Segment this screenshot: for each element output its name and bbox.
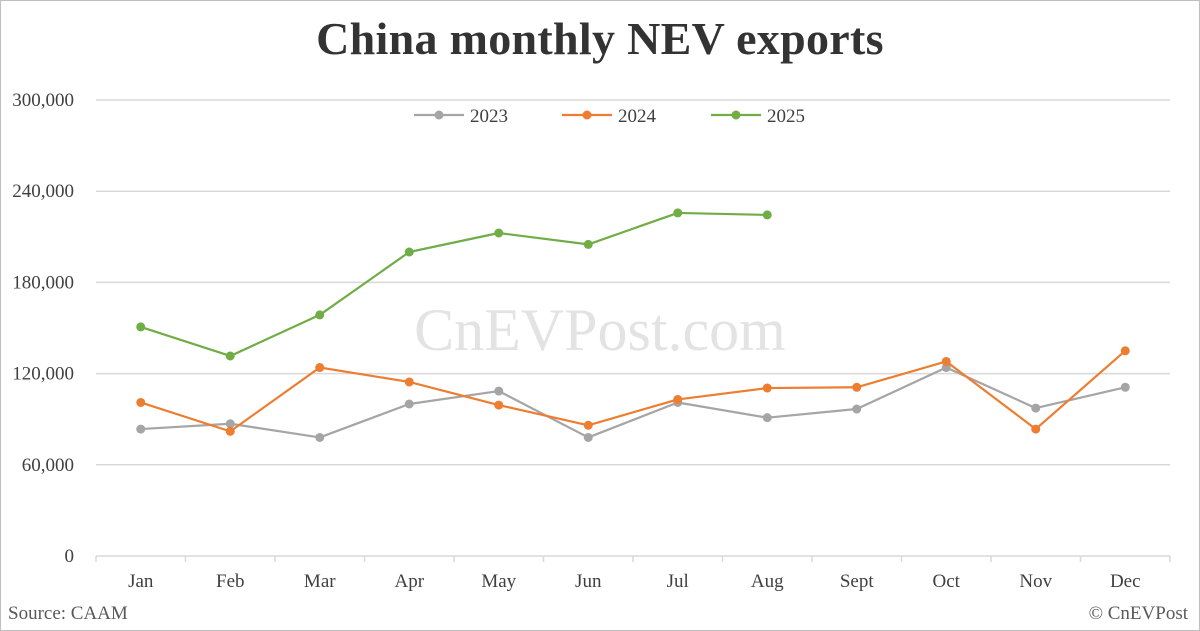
data-point — [1031, 424, 1041, 434]
series-2024 — [136, 346, 1130, 436]
legend-item-2025: 2025 — [711, 106, 805, 127]
data-point — [1120, 346, 1130, 356]
source-label: Source: CAAM — [8, 603, 128, 624]
legend-item-2023: 2023 — [414, 106, 508, 127]
legend-marker-icon — [434, 110, 444, 120]
data-point — [225, 419, 235, 429]
x-tick-label: Feb — [216, 571, 245, 592]
data-series — [136, 208, 1130, 442]
legend-item-2024: 2024 — [562, 106, 657, 127]
y-tick-label: 300,000 — [12, 90, 74, 111]
x-tick-label: Aug — [751, 571, 784, 592]
legend-marker-icon — [582, 110, 592, 120]
x-tick-label: Nov — [1019, 571, 1052, 592]
data-point — [583, 432, 593, 442]
watermark: CnEVPost.com — [414, 297, 786, 363]
data-point — [583, 420, 593, 430]
x-tick-label: Mar — [304, 571, 336, 592]
data-point — [315, 310, 325, 320]
x-tick-label: Dec — [1110, 571, 1141, 592]
x-tick-label: Jan — [128, 571, 154, 592]
x-tick-label: Oct — [933, 571, 961, 592]
data-point — [1031, 403, 1041, 413]
data-point — [315, 363, 325, 373]
data-point — [404, 247, 414, 257]
legend-marker-icon — [731, 110, 741, 120]
series-line — [140, 366, 1126, 439]
y-tick-label: 120,000 — [12, 364, 74, 385]
series-2023 — [136, 363, 1130, 442]
chart-title: China monthly NEV exports — [316, 13, 884, 64]
y-axis: 0 60,000 120,000 180,000 240,000 300,000 — [12, 90, 74, 567]
x-tick-label: Jul — [667, 571, 689, 592]
x-tick-label: Sept — [840, 571, 875, 592]
legend: 2023 2024 2025 — [414, 106, 805, 127]
legend-label: 2025 — [767, 106, 805, 127]
data-point — [762, 210, 772, 220]
y-tick-label: 60,000 — [22, 455, 74, 476]
y-tick-label: 0 — [65, 546, 75, 567]
y-tick-label: 180,000 — [12, 272, 74, 293]
data-point — [136, 322, 146, 332]
data-point — [225, 351, 235, 361]
data-point — [404, 377, 414, 387]
series-2025 — [136, 208, 772, 361]
data-point — [673, 394, 683, 404]
legend-label: 2023 — [470, 106, 508, 127]
x-tick-label: May — [481, 571, 516, 592]
data-point — [494, 228, 504, 238]
data-point — [494, 386, 504, 396]
legend-label: 2024 — [618, 106, 657, 127]
series-line — [140, 349, 1126, 433]
data-point — [225, 426, 235, 436]
x-tick-label: Jun — [575, 571, 602, 592]
x-axis: Jan Feb Mar Apr May Jun Jul Aug Sept Oct Nov Dec — [95, 556, 1171, 592]
credit-label: © CnEVPost — [1088, 603, 1188, 624]
data-point — [1120, 382, 1130, 392]
data-point — [762, 383, 772, 393]
data-point — [315, 432, 325, 442]
data-point — [762, 413, 772, 423]
x-tick-label: Apr — [394, 571, 424, 592]
data-point — [583, 239, 593, 249]
data-point — [852, 404, 862, 414]
series-line — [140, 211, 768, 358]
data-point — [494, 400, 504, 410]
data-point — [404, 399, 414, 409]
data-point — [852, 382, 862, 392]
data-point — [136, 397, 146, 407]
data-point — [673, 208, 683, 218]
data-point — [941, 356, 951, 366]
data-point — [136, 424, 146, 434]
y-tick-label: 240,000 — [12, 181, 74, 202]
